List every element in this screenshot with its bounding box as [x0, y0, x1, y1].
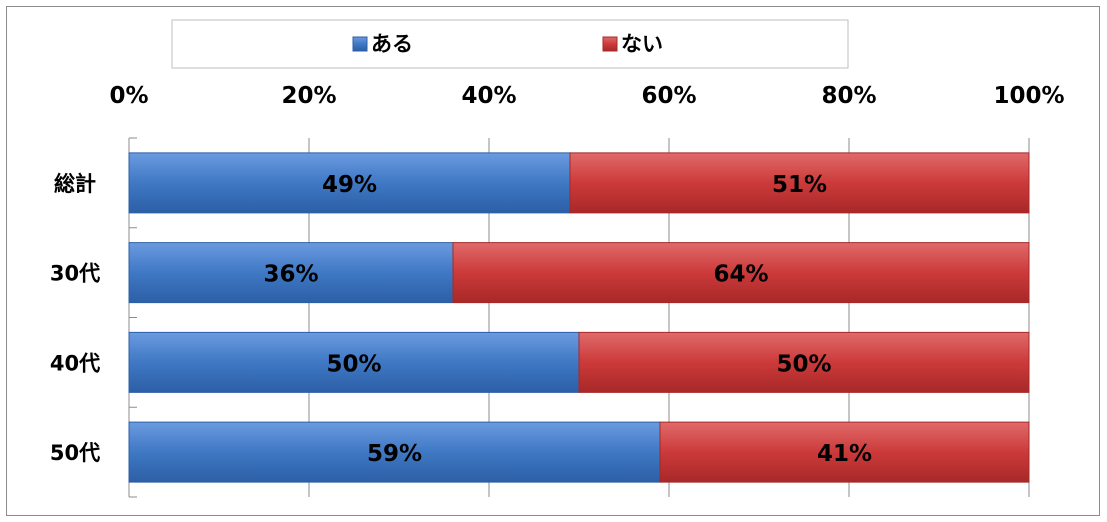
bar-value-label: 51% — [772, 172, 827, 198]
legend-box — [171, 19, 849, 69]
bar-value-label: 64% — [713, 262, 768, 288]
x-tick-label: 80% — [821, 83, 876, 109]
category-label: 総計 — [54, 172, 96, 196]
category-label: 50代 — [50, 441, 100, 465]
bar-segment-nai — [578, 331, 1030, 393]
legend-label-nai: ない — [621, 32, 663, 56]
bar-segment-nai — [452, 242, 1030, 304]
legend: ある ない — [171, 19, 849, 69]
legend-swatch-aru — [352, 36, 368, 52]
category-label: 30代 — [50, 262, 100, 286]
category-label: 40代 — [50, 351, 100, 375]
x-tick-label: 20% — [281, 83, 336, 109]
bar-segment-nai — [659, 421, 1030, 483]
bar-value-label: 36% — [263, 262, 318, 288]
bar-segment-nai — [569, 152, 1030, 214]
bar-value-label: 41% — [817, 441, 872, 467]
bar-value-label: 59% — [367, 441, 422, 467]
x-tick-label: 0% — [109, 83, 148, 109]
x-axis-tick-labels: 0% 20% 40% 60% 80% 100% — [109, 83, 1064, 109]
bar-segments — [128, 152, 1030, 483]
x-tick-label: 60% — [641, 83, 696, 109]
category-labels: 総計 30代 40代 50代 — [50, 172, 100, 465]
legend-swatch-nai — [602, 36, 618, 52]
bar-value-label: 50% — [776, 351, 831, 377]
x-tick-label: 40% — [461, 83, 516, 109]
bar-segment-aru — [128, 152, 571, 214]
x-tick-label: 100% — [993, 83, 1064, 109]
legend-label-aru: ある — [371, 32, 413, 56]
bar-segment-aru — [128, 421, 661, 483]
bar-value-label: 49% — [322, 172, 377, 198]
bar-value-label: 50% — [326, 351, 381, 377]
data-labels: 49% 51% 36% 64% 50% 50% 59% 41% — [263, 172, 872, 467]
bar-segment-aru — [128, 242, 454, 304]
bar-segment-aru — [128, 331, 580, 393]
